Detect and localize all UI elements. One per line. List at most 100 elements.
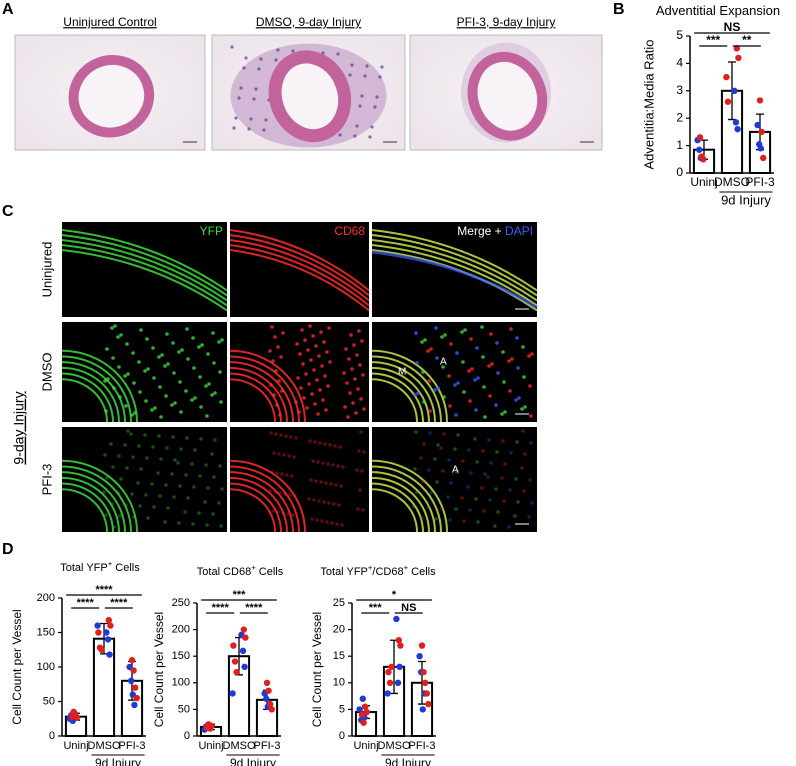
cell bbox=[110, 326, 114, 330]
cell bbox=[210, 393, 214, 397]
cell bbox=[413, 393, 417, 397]
cell bbox=[102, 490, 106, 494]
cell bbox=[456, 433, 460, 437]
nucleus bbox=[360, 94, 364, 98]
panel-letter: A bbox=[2, 1, 14, 18]
y-tick-label: 5 bbox=[339, 703, 345, 715]
data-point bbox=[356, 706, 363, 713]
cell bbox=[151, 346, 155, 350]
cell bbox=[206, 352, 210, 356]
cell bbox=[333, 444, 337, 448]
cell bbox=[203, 500, 207, 504]
cell bbox=[299, 386, 303, 390]
cell bbox=[349, 333, 353, 337]
cell bbox=[356, 387, 360, 391]
cell bbox=[308, 439, 312, 443]
vessel-layer bbox=[229, 476, 288, 533]
cell bbox=[186, 496, 190, 500]
cell bbox=[460, 496, 464, 500]
nucleus bbox=[291, 49, 295, 53]
cell bbox=[353, 377, 357, 381]
y-tick-label: 0 bbox=[676, 165, 683, 179]
cell bbox=[463, 328, 467, 332]
cell bbox=[138, 390, 142, 394]
cell bbox=[191, 336, 195, 340]
cell bbox=[475, 460, 479, 464]
cell bbox=[280, 472, 284, 476]
data-point bbox=[130, 667, 137, 674]
cell bbox=[276, 345, 280, 349]
x-tick-label: Uninj bbox=[63, 740, 88, 752]
vessel-layer bbox=[371, 355, 442, 423]
cell bbox=[421, 479, 425, 483]
cell bbox=[503, 462, 507, 466]
cell bbox=[501, 350, 505, 354]
vessel-layer bbox=[61, 244, 228, 307]
cell bbox=[139, 328, 143, 332]
data-point bbox=[359, 695, 366, 702]
cell bbox=[446, 495, 450, 499]
tissue-label: A bbox=[440, 357, 447, 368]
cell bbox=[362, 450, 366, 454]
cell bbox=[103, 453, 107, 457]
cell bbox=[460, 330, 464, 334]
row-label: DMSO bbox=[39, 353, 54, 392]
cell bbox=[193, 448, 197, 452]
cell bbox=[502, 499, 506, 503]
cell bbox=[355, 468, 359, 472]
cell bbox=[129, 432, 133, 436]
cell bbox=[529, 441, 533, 445]
nucleus bbox=[234, 116, 238, 120]
cell bbox=[312, 368, 316, 372]
x-tick-label: PFI-3 bbox=[119, 740, 146, 752]
cell bbox=[360, 339, 364, 343]
cell bbox=[220, 487, 224, 491]
cell bbox=[530, 352, 534, 356]
cell bbox=[435, 356, 439, 360]
cell bbox=[322, 340, 326, 344]
cell bbox=[462, 390, 466, 394]
y-axis-label: Cell Count per Vessel bbox=[10, 609, 24, 724]
data-point bbox=[723, 73, 730, 81]
cell bbox=[474, 497, 478, 501]
y-tick-label: 5 bbox=[676, 28, 683, 42]
cell bbox=[292, 455, 296, 459]
cell bbox=[358, 363, 362, 367]
cell bbox=[324, 481, 328, 485]
significance-label: **** bbox=[245, 602, 263, 614]
cell bbox=[327, 326, 331, 330]
cell bbox=[456, 381, 460, 385]
cell bbox=[321, 461, 325, 465]
cell bbox=[180, 348, 184, 352]
cell bbox=[509, 451, 513, 455]
data-point bbox=[758, 128, 765, 136]
cell bbox=[528, 478, 532, 482]
cell bbox=[482, 385, 486, 389]
cell bbox=[204, 384, 208, 388]
cell bbox=[323, 374, 327, 378]
cell bbox=[184, 473, 188, 477]
cell bbox=[173, 401, 177, 405]
x-tick-label: PFI-3 bbox=[409, 740, 436, 752]
cell bbox=[126, 429, 130, 433]
cell bbox=[165, 446, 169, 450]
cell bbox=[461, 459, 465, 463]
data-point bbox=[208, 722, 215, 730]
chart-title: Total YFP+ Cells bbox=[60, 559, 140, 574]
title-part: + bbox=[404, 563, 409, 572]
cell bbox=[110, 502, 114, 506]
vessel-layer bbox=[371, 234, 538, 297]
cell bbox=[470, 367, 474, 371]
cell bbox=[275, 471, 279, 475]
cell bbox=[124, 404, 128, 408]
cell bbox=[467, 369, 471, 373]
y-tick-label: 3 bbox=[676, 83, 683, 97]
cell bbox=[185, 436, 189, 440]
cell bbox=[516, 500, 520, 504]
cell bbox=[146, 516, 150, 520]
cell bbox=[304, 372, 308, 376]
cell bbox=[278, 491, 282, 495]
cell bbox=[282, 453, 286, 457]
cell bbox=[268, 489, 272, 493]
cell bbox=[447, 458, 451, 462]
